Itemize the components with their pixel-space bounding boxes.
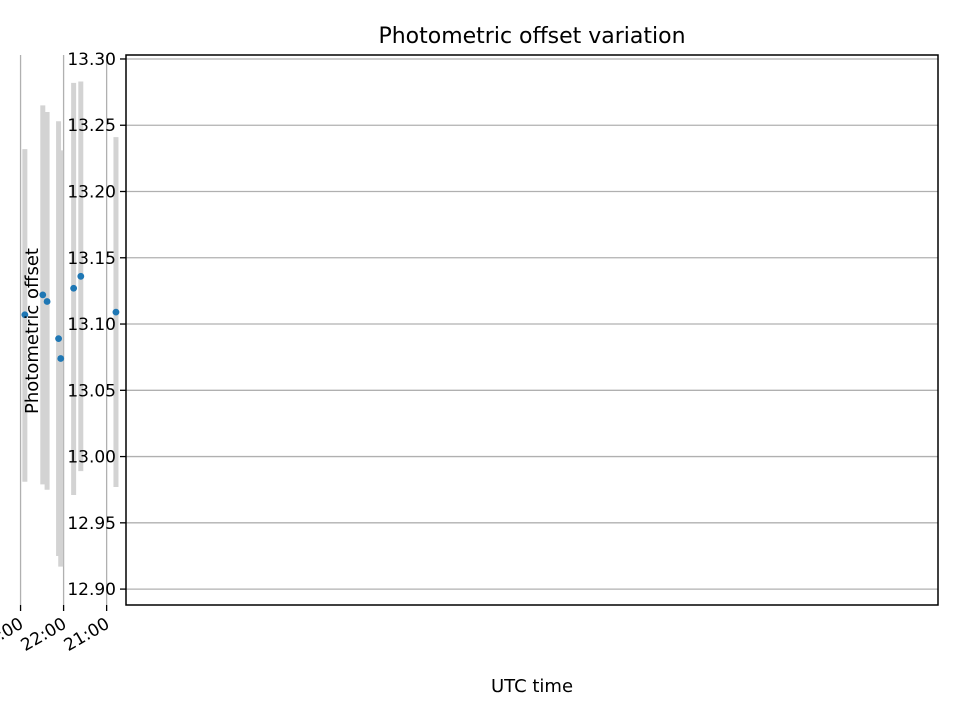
axes: 21:0022:0023:0000:0001:0012.9012.9513.00… <box>0 50 939 656</box>
data-points <box>21 272 120 362</box>
data-point <box>57 355 65 362</box>
plot-frame <box>125 54 939 606</box>
data-point <box>112 308 120 316</box>
x-axis-label: UTC time <box>491 676 573 697</box>
y-axis-label: Photometric offset <box>22 248 43 414</box>
data-point <box>43 298 51 305</box>
data-point <box>77 272 85 280</box>
grid <box>19 55 938 605</box>
data-point <box>70 284 78 292</box>
y-tick-label: 13.15 <box>67 249 116 269</box>
x-tick-label: 21:00 <box>61 614 113 656</box>
data-point <box>39 291 47 299</box>
y-tick-label: 13.00 <box>67 448 116 468</box>
y-tick-label: 13.30 <box>67 50 116 70</box>
y-tick-label: 12.90 <box>67 580 116 600</box>
y-tick-label: 13.25 <box>67 116 116 136</box>
y-tick-label: 12.95 <box>67 514 116 534</box>
x-tick-label: 22:00 <box>18 614 70 656</box>
y-tick-label: 13.20 <box>67 183 116 203</box>
data-point <box>21 311 29 319</box>
data-point <box>55 335 62 343</box>
y-tick-label: 13.05 <box>67 381 116 401</box>
y-tick-label: 13.10 <box>67 315 116 335</box>
chart-title: Photometric offset variation <box>378 24 685 49</box>
